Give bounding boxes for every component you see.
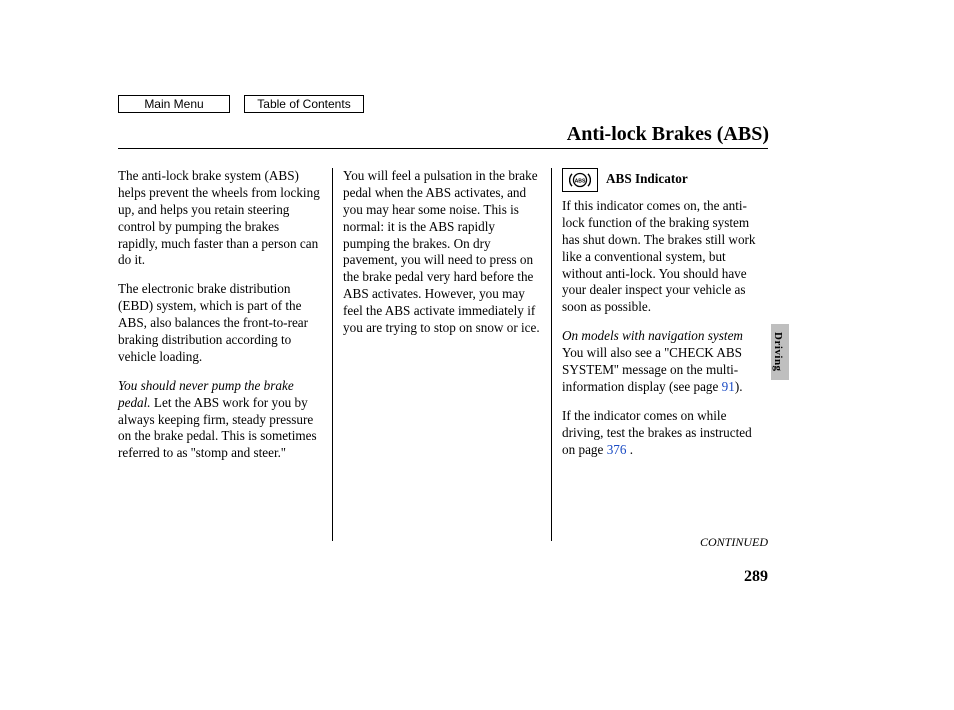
abs-icon-svg: ABS	[569, 170, 591, 190]
col3-p3-a: If the indicator comes on while driving,…	[562, 408, 752, 457]
col3-p2-italic: On models with navigation system	[562, 328, 743, 343]
page-link-376[interactable]: 376	[607, 442, 627, 457]
column-3: ABS ABS Indicator If this indicator come…	[552, 168, 768, 548]
page-number: 289	[744, 568, 768, 586]
content-columns: The anti-lock brake system (ABS) helps p…	[118, 168, 768, 548]
col1-p2: The electronic brake distribution (EBD) …	[118, 281, 322, 365]
col1-p3: You should never pump the brake pedal. L…	[118, 378, 322, 462]
main-menu-button[interactable]: Main Menu	[118, 95, 230, 113]
col1-p1: The anti-lock brake system (ABS) helps p…	[118, 168, 322, 269]
col3-p2-b: ).	[735, 379, 743, 394]
manual-page: Main Menu Table of Contents Anti-lock Br…	[0, 0, 954, 710]
column-1: The anti-lock brake system (ABS) helps p…	[118, 168, 332, 548]
col3-p3-b: .	[626, 442, 633, 457]
column-2: You will feel a pulsation in the brake p…	[333, 168, 551, 548]
continued-label: CONTINUED	[700, 535, 768, 550]
col3-p3: If the indicator comes on while driving,…	[562, 408, 768, 459]
title-rule	[118, 148, 768, 149]
col3-p1: If this indicator comes on, the anti-loc…	[562, 198, 768, 316]
abs-indicator-icon: ABS	[562, 168, 598, 192]
nav-button-row: Main Menu Table of Contents	[118, 95, 364, 113]
page-link-91[interactable]: 91	[722, 379, 735, 394]
abs-indicator-row: ABS ABS Indicator	[562, 168, 768, 192]
section-tab-label: Driving	[772, 332, 784, 372]
col3-p2-a: You will also see a ''CHECK ABS SYSTEM''…	[562, 345, 742, 394]
col3-p2: On models with navigation system You wil…	[562, 328, 768, 396]
col2-p1: You will feel a pulsation in the brake p…	[343, 168, 541, 337]
svg-text:ABS: ABS	[575, 178, 586, 184]
table-of-contents-button[interactable]: Table of Contents	[244, 95, 364, 113]
abs-indicator-heading: ABS Indicator	[606, 168, 688, 188]
page-title: Anti-lock Brakes (ABS)	[567, 123, 769, 146]
